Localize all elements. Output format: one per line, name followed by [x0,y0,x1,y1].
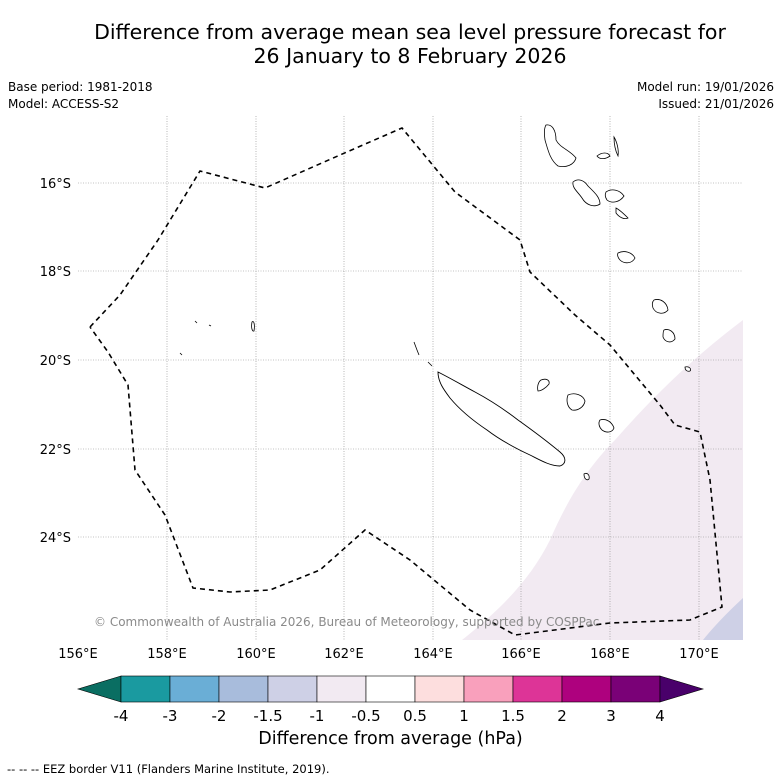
colorbar-tick-label: -4 [114,707,129,725]
anomaly-region-medium [703,598,743,640]
lat-label: 22°S [40,443,71,458]
erromango-island [651,299,669,314]
lon-label: 164°E [413,647,453,662]
colorbar-segment [463,675,514,703]
colorbar-tick-label: -2 [212,707,227,725]
colorbar-segment [169,675,220,703]
colorbar-tick-label: 1 [459,707,469,725]
colorbar-segment [610,675,661,703]
small-reef-1 [194,320,198,324]
isle-of-pines [583,472,590,481]
efate-island [617,251,636,264]
colorbar-segment [561,675,612,703]
issued-text: Issued: 21/01/2026 [658,97,774,111]
lat-label: 20°S [40,354,71,369]
left-meta: Base period: 1981-2018 Model: ACCESS-S2 [8,79,153,113]
colorbar: -4 -3 -2 -1.5 -1 -0.5 0.5 1 1.5 2 3 4 [76,675,705,725]
footer-note: -- -- -- EEZ border V11 (Flanders Marine… [7,762,330,776]
map-area: © Commonwealth of Australia 2026, Bureau… [78,116,743,640]
malekula-island [572,179,601,207]
colorbar-tick-label: 4 [655,707,665,725]
colorbar-extension-max [659,675,705,703]
latitude-labels: 16°S 18°S 20°S 22°S 24°S [40,177,71,546]
lat-label: 24°S [40,531,71,546]
pentecost-island [604,189,625,203]
colorbar-tick-label: -0.5 [351,707,380,725]
espiritu-santo-island [543,124,577,167]
lon-label: 156°E [58,647,98,662]
small-reef-3 [179,352,183,356]
small-reef-2 [208,324,212,327]
chart-title: Difference from average mean sea level p… [60,20,760,68]
colorbar-segment [218,675,269,703]
gridlines [78,116,743,640]
lat-label: 16°S [40,177,71,192]
small-islet-nc [427,361,433,367]
title-line-2: 26 January to 8 February 2026 [253,44,567,68]
aneityum-island [684,366,692,372]
colorbar-tick-label: 2 [557,707,567,725]
belep-islands [413,341,420,356]
epi-islands [615,207,629,220]
colorbar-tick-label: -1 [310,707,325,725]
maewo-island [613,135,619,158]
title-line-1: Difference from average mean sea level p… [94,20,726,44]
right-meta: Model run: 19/01/2026 Issued: 21/01/2026 [637,79,774,113]
model-text: Model: ACCESS-S2 [8,97,120,111]
chesterfield-reef [251,321,255,332]
copyright-text: © Commonwealth of Australia 2026, Bureau… [94,615,599,629]
colorbar-segment [414,675,465,703]
colorbar-tick-label: 0.5 [403,707,427,725]
ouvea-island [537,378,550,392]
mare-island [598,419,615,433]
lon-label: 168°E [590,647,630,662]
lifou-island [566,393,586,411]
base-period-text: Base period: 1981-2018 [8,80,153,94]
lon-label: 160°E [236,647,276,662]
colorbar-tick-label: 1.5 [501,707,525,725]
colorbar-tick-label: -1.5 [253,707,282,725]
longitude-labels: 156°E 158°E 160°E 162°E 164°E 166°E 168°… [58,647,719,662]
colorbar-segment [316,675,367,703]
colorbar-tick-label: -3 [163,707,178,725]
ambae-island [596,152,611,160]
lat-label: 18°S [40,265,71,280]
lon-label: 162°E [324,647,364,662]
colorbar-segment [365,675,416,703]
new-caledonia-island [437,371,566,467]
anomaly-region-light [462,320,743,640]
tanna-island [662,329,676,343]
colorbar-extension-min [76,675,122,703]
colorbar-title: Difference from average (hPa) [258,729,523,749]
colorbar-segment [120,675,171,703]
model-run-text: Model run: 19/01/2026 [636,80,774,94]
colorbar-segment [267,675,318,703]
lon-label: 170°E [679,647,719,662]
lon-label: 166°E [501,647,541,662]
eez-border [89,127,723,636]
colorbar-tick-label: 3 [606,707,616,725]
lon-label: 158°E [147,647,187,662]
colorbar-segment [512,675,563,703]
